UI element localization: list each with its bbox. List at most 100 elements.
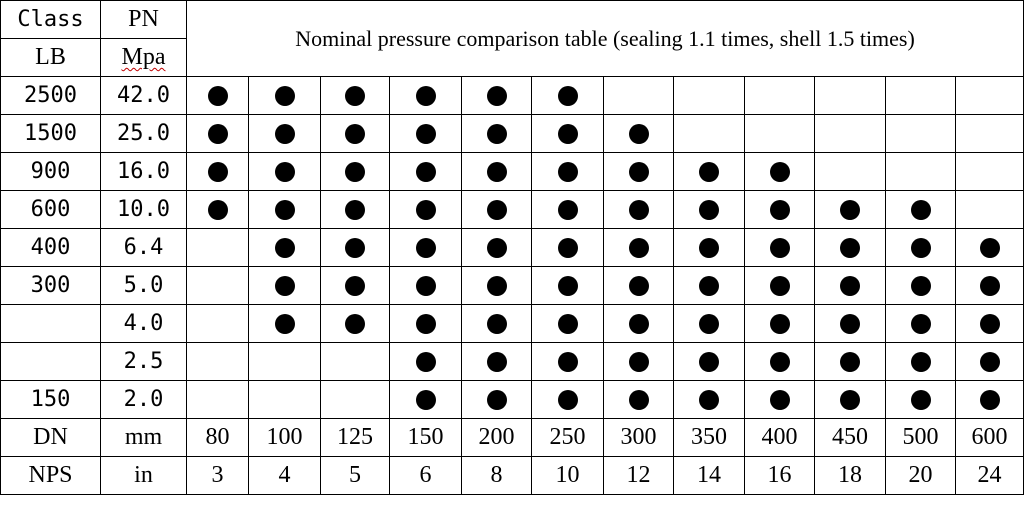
mark-cell — [461, 266, 532, 305]
filled-circle-icon — [628, 275, 649, 296]
filled-circle-icon — [486, 275, 507, 296]
pn-cell: 5.0 — [100, 266, 187, 305]
filled-circle-icon — [486, 313, 507, 334]
dn-row-value: 300 — [603, 418, 674, 457]
mark-cell — [954, 114, 1025, 153]
table-row: 900 16.0 — [0, 152, 1025, 191]
mark-cell — [954, 266, 1025, 305]
mpa-label: Mpa — [121, 44, 166, 70]
dn-row-value: 80 — [186, 418, 249, 457]
mark-cell — [461, 114, 532, 153]
filled-circle-icon — [415, 123, 436, 144]
mark-cell — [673, 304, 745, 343]
mark-cell — [885, 114, 956, 153]
mark-cell — [673, 152, 745, 191]
mark-cell — [954, 228, 1025, 267]
dn-row: DN mm 80 100 125 150 200 250 300 350 400 450 500 600 — [0, 418, 1025, 457]
filled-circle-icon — [557, 389, 578, 410]
dn-row-label: DN — [0, 418, 101, 457]
mark-cell — [954, 152, 1025, 191]
mark-cell — [603, 76, 674, 115]
filled-circle-icon — [274, 275, 295, 296]
filled-circle-icon — [628, 123, 649, 144]
filled-circle-icon — [628, 313, 649, 334]
table-row: 600 10.0 — [0, 190, 1025, 229]
table-row: 400 6.4 — [0, 228, 1025, 267]
mark-cell — [814, 266, 886, 305]
mark-cell — [673, 342, 745, 381]
mark-cell — [673, 190, 745, 229]
mark-cell — [673, 114, 745, 153]
filled-circle-icon — [486, 123, 507, 144]
mark-cell — [186, 228, 249, 267]
mark-cell — [320, 304, 390, 343]
filled-circle-icon — [699, 275, 719, 296]
header-row-2: LB Mpa — [0, 38, 1024, 77]
filled-circle-icon — [699, 313, 719, 334]
nps-row-value: 5 — [320, 456, 390, 495]
filled-circle-icon — [415, 389, 436, 410]
nps-row-value: 10 — [531, 456, 604, 495]
filled-circle-icon — [486, 199, 507, 220]
mark-cell — [603, 114, 674, 153]
filled-circle-icon — [415, 199, 436, 220]
mark-cell — [885, 190, 956, 229]
mark-cell — [248, 342, 321, 381]
mark-cell — [389, 342, 462, 381]
filled-circle-icon — [557, 351, 578, 372]
filled-circle-icon — [699, 389, 719, 410]
mark-cell — [603, 342, 674, 381]
dn-row-unit: mm — [100, 418, 187, 457]
mark-cell — [954, 304, 1025, 343]
mark-cell — [389, 114, 462, 153]
mark-cell — [531, 266, 604, 305]
filled-circle-icon — [345, 313, 365, 334]
filled-circle-icon — [345, 123, 365, 144]
mark-cell — [389, 228, 462, 267]
mark-cell — [389, 152, 462, 191]
filled-circle-icon — [979, 275, 1000, 296]
class-cell: 2500 — [0, 76, 101, 115]
pn-cell: 4.0 — [100, 304, 187, 343]
nps-row: NPS in 3 4 5 6 8 10 12 14 16 18 20 24 — [0, 456, 1025, 495]
pn-cell: 2.5 — [100, 342, 187, 381]
mark-cell — [248, 76, 321, 115]
filled-circle-icon — [769, 237, 790, 258]
filled-circle-icon — [274, 123, 295, 144]
filled-circle-icon — [910, 275, 931, 296]
mark-cell — [186, 76, 249, 115]
mark-cell — [744, 76, 815, 115]
mark-cell — [320, 228, 390, 267]
pn-cell: 2.0 — [100, 380, 187, 419]
filled-circle-icon — [979, 237, 1000, 258]
mark-cell — [885, 380, 956, 419]
mark-cell — [461, 304, 532, 343]
nps-row-value: 3 — [186, 456, 249, 495]
filled-circle-icon — [910, 199, 931, 220]
mark-cell — [673, 76, 745, 115]
pn-cell: 42.0 — [100, 76, 187, 115]
mark-cell — [186, 266, 249, 305]
filled-circle-icon — [840, 313, 860, 334]
mark-cell — [320, 266, 390, 305]
filled-circle-icon — [910, 351, 931, 372]
mark-cell — [885, 304, 956, 343]
dn-row-value: 400 — [744, 418, 815, 457]
mark-cell — [814, 114, 886, 153]
mark-cell — [603, 266, 674, 305]
mark-cell — [320, 114, 390, 153]
mark-cell — [744, 380, 815, 419]
filled-circle-icon — [486, 351, 507, 372]
mark-cell — [603, 228, 674, 267]
mark-cell — [814, 304, 886, 343]
dn-row-value: 450 — [814, 418, 886, 457]
mark-cell — [744, 304, 815, 343]
mark-cell — [673, 380, 745, 419]
nps-row-value: 24 — [954, 456, 1025, 495]
mark-cell — [885, 266, 956, 305]
mark-cell — [531, 342, 604, 381]
filled-circle-icon — [840, 275, 860, 296]
mark-cell — [814, 76, 886, 115]
filled-circle-icon — [486, 85, 507, 106]
mark-cell — [248, 114, 321, 153]
